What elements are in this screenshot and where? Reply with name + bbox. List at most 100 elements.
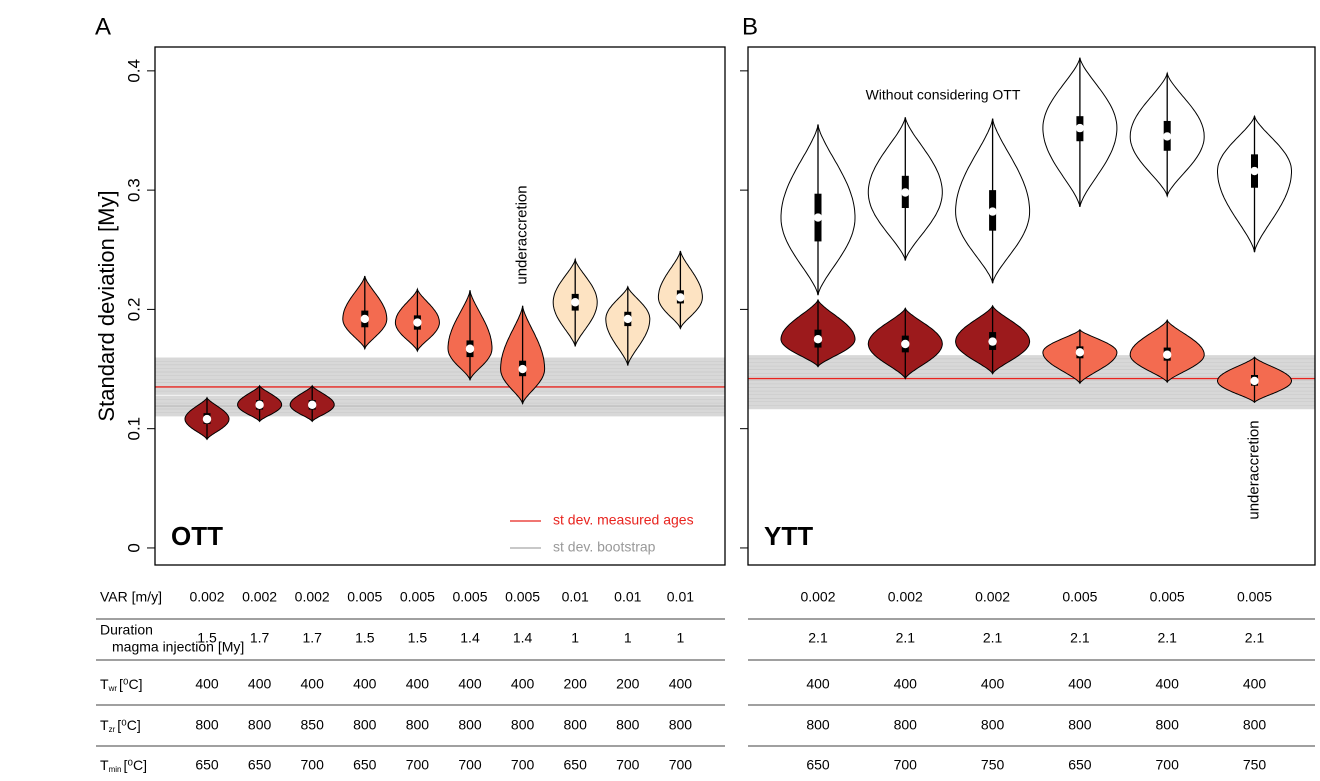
table-cell: 400	[981, 676, 1005, 692]
table-cell: 0.01	[614, 589, 641, 605]
row-label: magma injection [My]	[112, 639, 244, 655]
y-tick-label: 0.1	[124, 417, 143, 441]
table-cell: 0.005	[400, 589, 435, 605]
table-cell: 700	[1156, 757, 1180, 773]
median	[901, 188, 910, 197]
table-cell: 0.002	[295, 589, 330, 605]
table-cell: 200	[564, 676, 588, 692]
table-cell: 1	[677, 630, 685, 646]
table-cell: 400	[248, 676, 272, 692]
table-cell: 700	[511, 757, 535, 773]
panel-name: YTT	[764, 521, 813, 551]
median	[1075, 123, 1085, 133]
table-cell: 0.01	[562, 589, 589, 605]
table-cell: 0.01	[667, 589, 694, 605]
table-cell: 400	[894, 676, 918, 692]
legend-label: st dev. measured ages	[553, 512, 694, 528]
label-symbol: T	[100, 757, 109, 773]
table-cell: 0.002	[189, 589, 224, 605]
table-cell: 2.1	[1157, 630, 1177, 646]
table-cell: 800	[894, 717, 918, 733]
label-subscript: wr	[108, 684, 118, 693]
table-cell: 800	[353, 717, 377, 733]
table-cell: 1	[624, 630, 632, 646]
median	[988, 207, 997, 216]
table-cell: 1.5	[408, 630, 428, 646]
table-cell: 400	[353, 676, 377, 692]
table-cell: 400	[458, 676, 482, 692]
table-cell: 0.005	[1237, 589, 1272, 605]
table-cell: 700	[616, 757, 640, 773]
panel-label: B	[742, 13, 758, 40]
table-cell: 200	[616, 676, 640, 692]
table-cell: 650	[1068, 757, 1092, 773]
table-cell: 650	[248, 757, 272, 773]
y-tick-label: 0.3	[124, 178, 143, 202]
row-label: Duration	[100, 622, 153, 638]
table-cell: 700	[894, 757, 918, 773]
table-cell: 800	[1068, 717, 1092, 733]
table-cell: 2.1	[1245, 630, 1265, 646]
table-cell: 1.7	[250, 630, 270, 646]
label-unit: [⁰C]	[117, 717, 141, 733]
plot-frame	[154, 46, 726, 566]
table-cell: 1.7	[302, 630, 322, 646]
median	[676, 293, 685, 302]
table-cell: 800	[458, 717, 482, 733]
annotation: underaccretion	[1245, 420, 1262, 519]
table-cell: 800	[1156, 717, 1180, 733]
annotation: underaccretion	[514, 185, 531, 284]
table-cell: 700	[458, 757, 482, 773]
table-cell: 0.005	[1062, 589, 1097, 605]
table-cell: 800	[806, 717, 830, 733]
table-cell: 800	[248, 717, 272, 733]
table-cell: 0.005	[1150, 589, 1185, 605]
table-cell: 850	[301, 717, 325, 733]
label-symbol: T	[100, 717, 109, 733]
median	[1075, 348, 1085, 357]
y-tick-label: 0.4	[124, 59, 143, 83]
plot-frame	[747, 46, 1316, 566]
table-cell: 700	[669, 757, 693, 773]
table-cell: 400	[195, 676, 219, 692]
table-cell: 0.005	[452, 589, 487, 605]
label-subscript: min	[109, 765, 122, 774]
table-cell: 0.002	[975, 589, 1010, 605]
row-label: Tmin [⁰C]	[100, 757, 147, 774]
table-cell: 800	[406, 717, 430, 733]
legend-label: st dev. bootstrap	[553, 539, 656, 555]
table-cell: 800	[195, 717, 219, 733]
table-cell: 400	[406, 676, 430, 692]
table-cell: 0.005	[505, 589, 540, 605]
median	[1250, 376, 1259, 386]
table-cell: 650	[353, 757, 377, 773]
median	[360, 314, 369, 324]
table-cell: 750	[1243, 757, 1267, 773]
median	[623, 314, 632, 324]
table-cell: 0.002	[242, 589, 277, 605]
table-cell: 0.002	[800, 589, 835, 605]
table-cell: 800	[1243, 717, 1267, 733]
median	[813, 213, 823, 222]
table-cell: 800	[669, 717, 693, 733]
median	[571, 298, 580, 307]
panel-label: A	[95, 13, 111, 40]
table-cell: 0.002	[888, 589, 923, 605]
table-cell: 400	[806, 676, 830, 692]
table-cell: 400	[511, 676, 535, 692]
table-cell: 2.1	[808, 630, 828, 646]
median	[1163, 132, 1172, 141]
table-cell: 1.4	[513, 630, 533, 646]
row-label: Twr [⁰C]	[100, 676, 143, 693]
median	[308, 400, 317, 410]
row-label: Tzr [⁰C]	[100, 717, 141, 734]
label-symbol: T	[100, 676, 109, 692]
label-subscript: zr	[109, 725, 116, 734]
row-label: VAR [m/y]	[100, 589, 162, 605]
table-cell: 2.1	[1070, 630, 1090, 646]
table-cell: 700	[406, 757, 430, 773]
table-cell: 700	[301, 757, 325, 773]
table-cell: 1.4	[460, 630, 480, 646]
table-cell: 2.1	[896, 630, 916, 646]
